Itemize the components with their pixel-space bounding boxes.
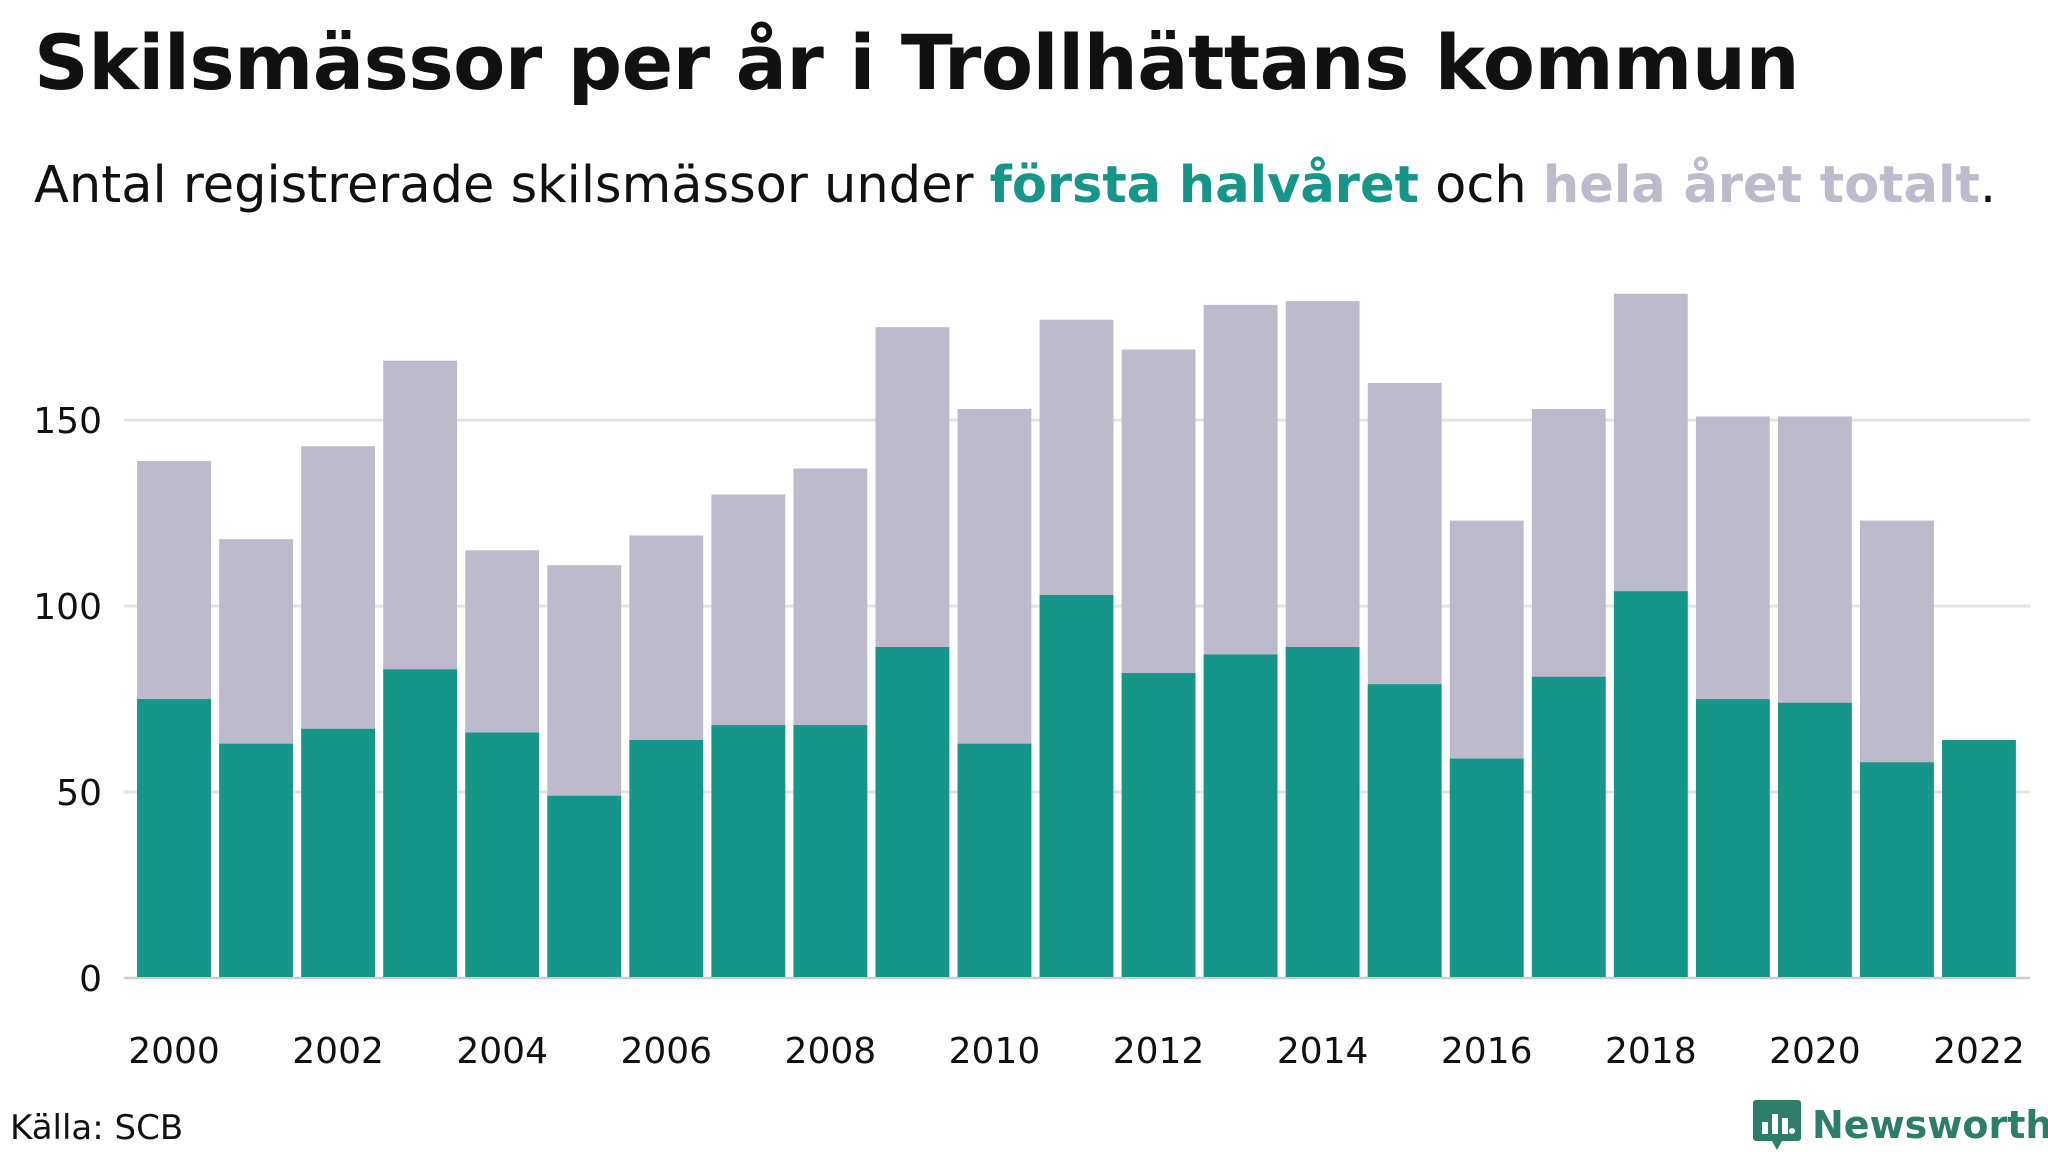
x-tick-label: 2000: [128, 1031, 220, 1072]
chart-subtitle: Antal registrerade skilsmässor under för…: [34, 156, 1996, 215]
newsworthy-logo-icon: [1753, 1100, 1801, 1150]
x-tick-label: 2010: [949, 1031, 1041, 1072]
source-label: Källa: SCB: [10, 1108, 184, 1148]
bar-first-half-2005: [547, 795, 622, 978]
bar-first-half-2011: [1039, 594, 1114, 978]
bar-first-half-2008: [793, 725, 868, 978]
bar-first-half-2016: [1449, 758, 1524, 978]
x-tick-label: 2002: [292, 1031, 384, 1072]
bar-first-half-2001: [219, 743, 293, 978]
bar-first-half-2010: [957, 743, 1032, 978]
y-tick-label: 50: [56, 773, 102, 814]
axes: 0 50 100 150 2000 2002 2004 2006 2008 2010 2012 201…: [33, 401, 2030, 1072]
bar-first-half-2021: [1860, 762, 1934, 978]
bar-first-half-2009: [875, 647, 950, 978]
bar-first-half-2003: [383, 669, 458, 978]
subtitle-suffix: .: [1979, 156, 1997, 215]
subtitle-middle: och: [1418, 156, 1543, 215]
bar-first-half-2019: [1695, 699, 1770, 978]
bar-first-half-2017: [1531, 676, 1606, 978]
x-tick-label: 2012: [1113, 1031, 1205, 1072]
x-tick-label: 2018: [1605, 1031, 1697, 1072]
x-tick-label: 2006: [620, 1031, 712, 1072]
legend-first-half: första halvåret: [989, 156, 1419, 215]
bar-first-half-2006: [629, 739, 704, 978]
bar-first-half-2014: [1285, 647, 1360, 978]
bar-first-half-2000: [137, 699, 211, 978]
legend-full-year: hela året totalt: [1542, 156, 1980, 215]
newsworthy-logo: Newsworthy: [1752, 1098, 2048, 1152]
bar-first-half-2007: [711, 725, 786, 978]
x-tick-label: 2008: [785, 1031, 877, 1072]
y-tick-label: 150: [33, 401, 102, 442]
chart-title: Skilsmässor per år i Trollhättans kommun: [34, 18, 1800, 107]
bar-chart: 0 50 100 150 2000 2002 2004 2006 2008 2010 2012 201…: [33, 293, 2030, 1072]
newsworthy-wordmark: Newsworthy: [1812, 1103, 2048, 1147]
bar-first-half-2020: [1777, 702, 1852, 978]
subtitle-prefix: Antal registrerade skilsmässor under: [34, 156, 990, 215]
bar-first-half-2015: [1367, 684, 1442, 978]
x-tick-label: 2016: [1441, 1031, 1533, 1072]
bar-first-half-2018: [1613, 591, 1688, 978]
x-tick-label: 2004: [456, 1031, 548, 1072]
bars: [137, 293, 2016, 979]
x-tick-label: 2020: [1769, 1031, 1861, 1072]
bar-first-half-2012: [1121, 673, 1196, 978]
y-tick-label: 0: [79, 959, 102, 1000]
x-tick-label: 2022: [1933, 1031, 2025, 1072]
bar-first-half-2022: [1942, 739, 2016, 978]
y-tick-label: 100: [33, 587, 102, 628]
x-tick-label: 2014: [1277, 1031, 1369, 1072]
bar-first-half-2004: [465, 732, 540, 978]
bar-first-half-2002: [301, 728, 376, 978]
bar-first-half-2013: [1203, 654, 1278, 978]
